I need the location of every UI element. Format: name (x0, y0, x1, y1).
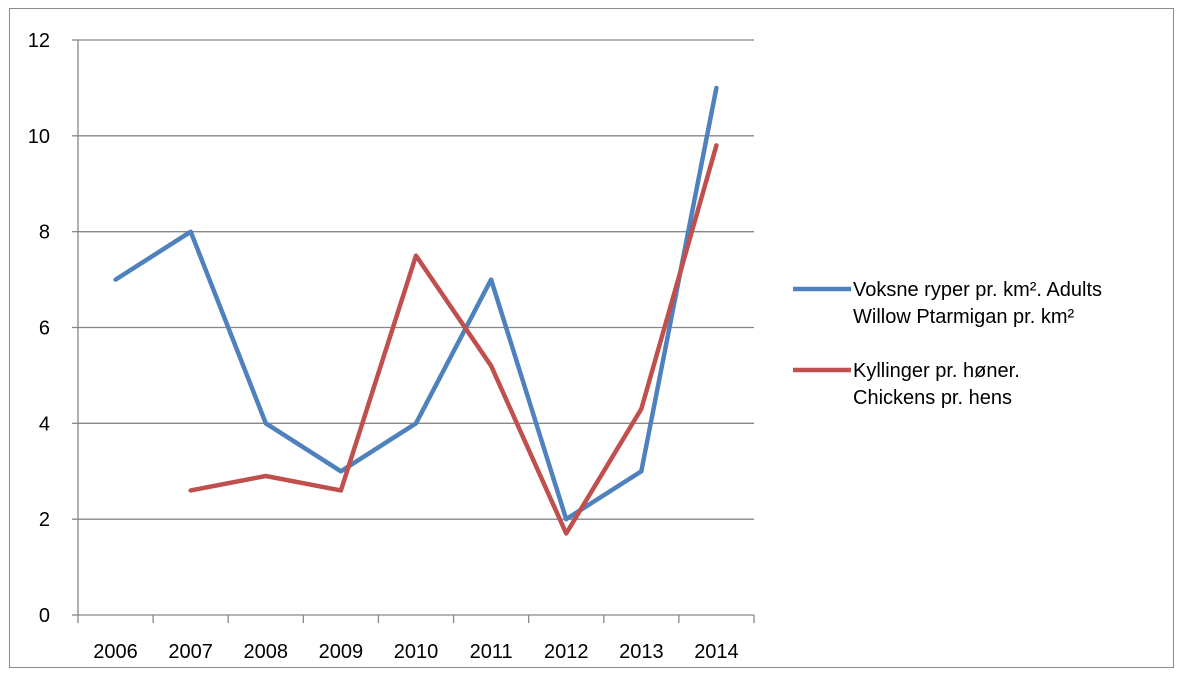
x-tick-label: 2006 (93, 641, 138, 663)
y-tick-label: 8 (39, 222, 50, 244)
legend-label-0: Voksne ryper pr. km². Adults (853, 279, 1102, 301)
y-tick-label: 10 (28, 126, 50, 148)
y-tick-label: 4 (39, 413, 50, 435)
series-line-0 (113, 85, 719, 522)
x-tick-label: 2007 (168, 641, 213, 663)
y-tick-label: 2 (39, 509, 50, 531)
legend-label-0: Willow Ptarmigan pr. km² (853, 306, 1074, 328)
legend: Voksne ryper pr. km². Adults Willow Ptarm… (793, 279, 1102, 409)
axes (72, 39, 755, 623)
x-tick-label: 2009 (319, 641, 364, 663)
y-tick-label: 6 (39, 318, 50, 340)
x-tick-label: 2010 (394, 641, 439, 663)
legend-label-1: Kyllinger pr. høner. (853, 360, 1020, 382)
chart-frame (9, 8, 1174, 668)
y-axis-ticks: 0 2 4 6 8 10 12 (28, 30, 50, 627)
x-tick-label: 2008 (244, 641, 289, 663)
x-tick-label: 2014 (694, 641, 739, 663)
gridlines (78, 39, 754, 520)
y-tick-label: 0 (39, 605, 50, 627)
x-axis-ticks: 2006 2007 2008 2009 2010 2011 2012 2013 2014 (93, 641, 738, 663)
series-line-1 (188, 143, 719, 536)
series-lines (113, 85, 719, 536)
x-tick-label: 2012 (544, 641, 589, 663)
x-tick-label: 2013 (619, 641, 664, 663)
x-tick-label: 2011 (470, 641, 513, 663)
legend-label-1: Chickens pr. hens (853, 387, 1012, 409)
y-tick-label: 12 (28, 30, 50, 52)
